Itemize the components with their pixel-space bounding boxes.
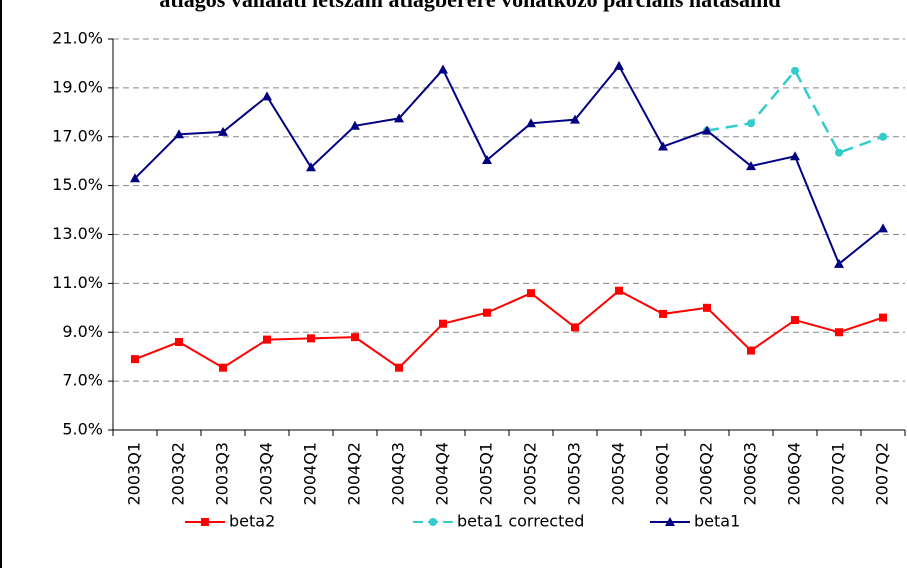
marker [791,316,799,325]
marker [746,161,756,171]
marker [665,517,675,526]
marker [570,114,580,124]
y-tick-label: 19.0% [52,77,103,96]
marker [879,132,887,141]
series-line [134,289,884,369]
marker [835,148,843,157]
x-tick-label: 2005Q2 [521,442,540,506]
y-tick-label: 13.0% [52,224,103,243]
marker [747,346,755,355]
marker [659,309,667,318]
x-tick-label: 2004Q1 [301,442,320,506]
y-tick-label: 5.0% [62,420,103,439]
marker [263,335,271,344]
marker [879,313,887,322]
marker [878,223,888,233]
marker [394,113,404,123]
series-line [134,64,884,266]
marker [306,162,316,172]
marker [747,119,755,128]
x-tick-label: 2005Q4 [609,442,628,506]
x-tick-label: 2006Q2 [697,442,716,506]
series-line [706,68,884,155]
marker [131,355,139,364]
x-tick-label: 2007Q1 [829,442,848,506]
legend-label: beta2 [229,512,275,531]
marker [835,328,843,337]
x-tick-label: 2006Q4 [785,442,804,506]
marker [482,154,492,164]
marker [615,286,623,295]
y-tick-label: 15.0% [52,175,103,194]
marker [438,64,448,74]
x-tick-label: 2005Q1 [477,442,496,506]
legend-label: beta1 corrected [457,512,584,531]
marker [218,126,228,136]
x-tick-label: 2003Q2 [169,442,188,506]
x-tick-label: 2004Q4 [433,442,452,506]
y-tick-label: 9.0% [62,322,103,341]
marker [130,173,140,183]
marker [439,319,447,328]
marker [702,125,712,135]
x-tick-label: 2006Q3 [741,442,760,506]
marker [790,151,800,161]
chart-title: átlagos vállalati létszám átlagbérére vo… [159,0,780,12]
marker [527,289,535,298]
x-tick-label: 2003Q4 [257,442,276,506]
y-tick-label: 21.0% [52,29,103,48]
marker [350,120,360,130]
x-tick-label: 2007Q2 [873,442,892,506]
x-tick-label: 2003Q3 [213,442,232,506]
y-tick-label: 7.0% [62,371,103,390]
x-tick-label: 2003Q1 [125,442,144,506]
marker [703,303,711,312]
marker [175,338,183,347]
marker [395,363,403,372]
marker [351,333,359,342]
marker [791,66,799,75]
marker [429,518,437,526]
marker [614,60,624,70]
marker [219,363,227,372]
y-tick-label: 17.0% [52,126,103,145]
marker [201,518,209,526]
marker [658,141,668,151]
marker [483,308,491,317]
legend-label: beta1 [694,512,740,531]
y-tick-label: 11.0% [52,273,103,292]
marker [307,334,315,343]
x-tick-label: 2004Q3 [389,442,408,506]
marker [174,129,184,139]
marker [834,258,844,268]
marker [262,91,272,101]
x-tick-label: 2004Q2 [345,442,364,506]
x-tick-label: 2005Q3 [565,442,584,506]
marker [526,118,536,128]
x-tick-label: 2006Q1 [653,442,672,506]
marker [571,323,579,332]
